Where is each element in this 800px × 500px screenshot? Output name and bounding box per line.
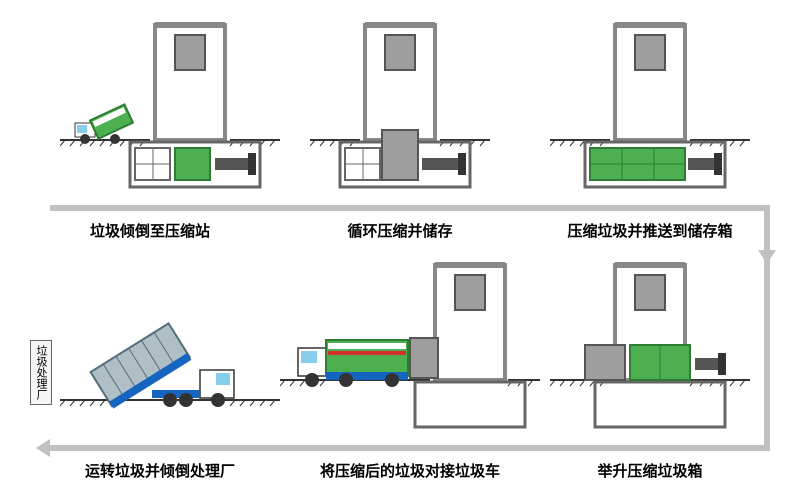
- caption-step3: 压缩垃圾并推送到储存箱: [540, 220, 760, 241]
- step-3: [550, 20, 750, 200]
- plant-label: 垃圾处理厂: [30, 340, 52, 405]
- caption-step2: 循环压缩并储存: [310, 220, 490, 241]
- flow-arrow-top: [50, 205, 770, 211]
- flow-arrow-right: [764, 205, 770, 451]
- step-4: [550, 260, 750, 440]
- caption-step6: 运转垃圾并倾倒处理厂: [60, 460, 260, 481]
- flow-arrow-bottom: [50, 445, 770, 451]
- flow-arrowhead-down: [758, 250, 776, 264]
- flow-arrowhead-left: [36, 439, 50, 457]
- step3-graphic: [550, 20, 750, 200]
- caption-step5: 将压缩后的垃圾对接垃圾车: [290, 460, 530, 481]
- step4-graphic: [550, 260, 750, 440]
- step-2: [310, 20, 490, 200]
- step6-graphic: [60, 280, 280, 440]
- caption-step1: 垃圾倾倒至压缩站: [60, 220, 240, 241]
- step-6: [60, 280, 280, 440]
- step2-graphic: [310, 20, 490, 200]
- caption-step4: 举升压缩垃圾箱: [560, 460, 740, 481]
- step-5: [280, 260, 540, 440]
- step-1: [60, 20, 280, 200]
- step1-graphic: [60, 20, 280, 200]
- step5-graphic: [280, 260, 540, 440]
